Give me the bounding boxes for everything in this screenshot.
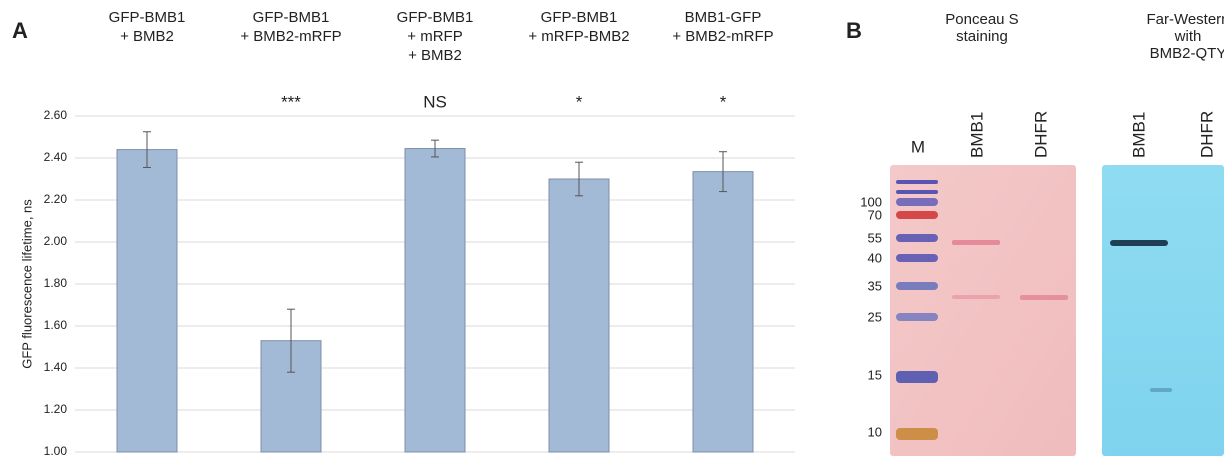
marker-band [896,371,938,383]
marker-band [896,190,938,194]
marker-size: 55 [868,230,882,245]
category-label: + BMB2 [120,28,174,45]
marker-size: 70 [868,207,882,222]
marker-size: 25 [868,309,882,324]
column-header: BMB2-QTY [1150,45,1224,62]
category-label: GFP-BMB1 [109,9,186,26]
marker-band [896,254,938,262]
category-label: + BMB2-mRFP [672,28,773,45]
lane-label: BMB1 [1129,112,1148,158]
western-blot [1102,165,1224,456]
lane-label: M [911,137,925,156]
y-tick-label: 1.80 [44,276,68,290]
ponceau-blot [890,165,1076,456]
y-tick-label: 2.40 [44,150,68,164]
y-tick-label: 2.60 [44,108,68,122]
column-header: Ponceau S [945,11,1018,28]
bar [117,150,177,452]
y-tick-label: 1.00 [44,444,68,456]
marker-band [896,282,938,290]
panel-label: A [12,18,28,43]
column-header: Far-Western [1146,11,1224,28]
column-header: with [1174,28,1202,45]
significance: * [576,92,583,111]
column-header: staining [956,28,1008,45]
marker-band [896,234,938,242]
protein-band [1020,295,1068,300]
category-label: GFP-BMB1 [541,9,618,26]
y-tick-label: 1.40 [44,360,68,374]
y-axis-label: GFP fluorescence lifetime, ns [19,199,34,369]
bar [405,149,465,452]
significance: NS [423,92,447,111]
bar [549,179,609,452]
marker-size: 15 [868,367,882,382]
marker-band [896,211,938,219]
marker-band [896,428,938,440]
figure: A GFP fluorescence lifetime, ns 1.00 1.20 1.… [0,0,1224,456]
protein-band [952,240,1000,245]
y-tick-label: 1.20 [44,402,68,416]
category-label: + mRFP [407,28,462,45]
panel-label: B [846,18,862,43]
protein-band [952,295,1000,299]
significance: *** [281,92,301,111]
protein-band [1150,388,1172,392]
y-tick-label: 2.20 [44,192,68,206]
marker-band [896,313,938,321]
significance: * [720,92,727,111]
marker-size: 40 [868,250,882,265]
marker-band [896,198,938,206]
bar [693,172,753,452]
category-label: + BMB2-mRFP [240,28,341,45]
marker-size: 10 [868,424,882,439]
category-label: BMB1-GFP [685,9,762,26]
category-label: GFP-BMB1 [397,9,474,26]
marker-band [896,180,938,184]
category-label: + mRFP-BMB2 [528,28,629,45]
y-tick-label: 1.60 [44,318,68,332]
lane-label: BMB1 [967,112,986,158]
lane-label: DHFR [1197,111,1216,158]
marker-size: 35 [868,278,882,293]
lane-label: DHFR [1031,111,1050,158]
category-label: + BMB2 [408,47,462,64]
category-label: GFP-BMB1 [253,9,330,26]
y-tick-label: 2.00 [44,234,68,248]
protein-band [1110,240,1168,246]
